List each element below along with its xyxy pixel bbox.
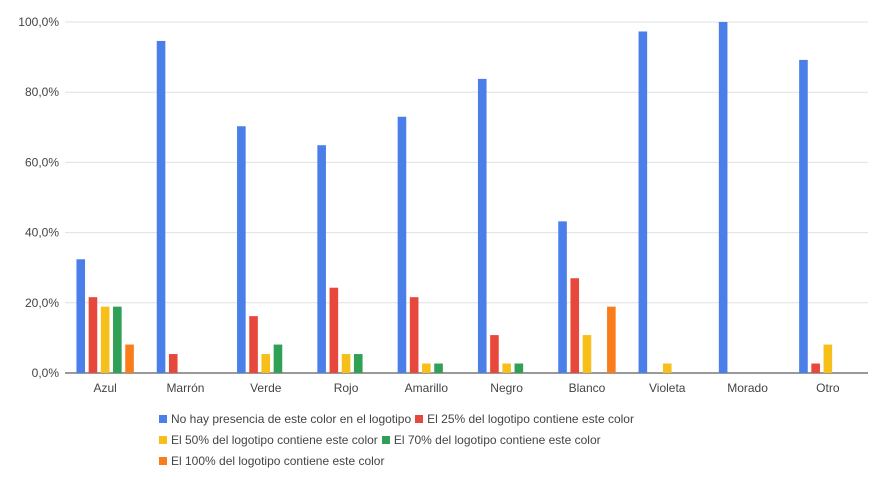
bar-verde-series-1 (237, 126, 246, 373)
bar-verde-series-2 (249, 316, 258, 373)
bar-chart: 0,0% 20,0% 40,0% 60,0% 80,0% 100,0% Azul Marrón… (18, 15, 868, 395)
bar-violeta-series-3 (662, 363, 672, 373)
bar-otro-series-3 (823, 344, 833, 373)
bar-otro-series-2 (811, 363, 820, 373)
bar-otro-series-1 (799, 59, 808, 374)
x-tick-label: Blanco (569, 381, 606, 395)
legend-swatch (415, 415, 424, 423)
bar-verde-series-4 (273, 344, 283, 373)
legend-row: El 100% del logotipo contiene este color (159, 454, 388, 468)
bar-negro-series-2 (490, 335, 499, 373)
bar-rojo-series-3 (341, 354, 351, 373)
legend-label: El 100% del logotipo contiene este color (171, 454, 385, 468)
legend-swatch (159, 436, 167, 444)
legend-label: El 25% del logotipo contiene este color (427, 412, 634, 426)
bar-blanco-series-1 (558, 221, 567, 373)
bar-rojo-series-2 (329, 287, 339, 373)
bar-amarillo-series-4 (434, 363, 443, 373)
legend-label: No hay presencia de este color en el log… (171, 412, 412, 426)
bar-violeta-series-1 (638, 31, 648, 374)
bar-rojo-series-4 (353, 354, 363, 373)
legend-row: No hay presencia de este color en el log… (159, 412, 638, 426)
y-tick-label: 0,0% (32, 366, 60, 380)
y-tick-label: 100,0% (18, 15, 59, 29)
bar-negro-series-4 (514, 363, 524, 373)
x-tick-label: Rojo (334, 381, 359, 395)
bar-azul-series-3 (100, 306, 110, 373)
legend-row: El 50% del logotipo contiene este color E… (159, 433, 605, 447)
x-tick-label: Azul (93, 381, 116, 395)
legend-item: No hay presencia de este color en el log… (159, 412, 411, 426)
bar-blanco-series-3 (582, 335, 592, 373)
bar-azul-series-2 (88, 297, 98, 373)
bar-amarillo-series-3 (422, 363, 431, 373)
x-tick-label: Negro (490, 381, 523, 395)
bar-negro-series-1 (477, 78, 487, 373)
legend-item: El 50% del logotipo contiene este color (159, 433, 378, 447)
legend-label: El 70% del logotipo contiene este color (393, 433, 601, 447)
bar-amarillo-series-1 (397, 116, 407, 374)
x-tick-label: Violeta (649, 381, 686, 395)
bar-azul-series-1 (76, 259, 86, 373)
x-tick-label: Verde (250, 381, 282, 395)
bar-blanco-series-5 (607, 306, 616, 373)
bar-marrón-series-2 (168, 354, 178, 373)
legend-item: El 25% del logotipo contiene este color (415, 412, 634, 426)
bar-blanco-series-2 (570, 278, 580, 373)
bar-morado-series-1 (718, 22, 728, 373)
bar-rojo-series-1 (317, 145, 326, 373)
bar-verde-series-3 (261, 354, 271, 373)
legend-swatch (381, 436, 390, 444)
bar-negro-series-3 (502, 363, 511, 373)
y-tick-label: 60,0% (25, 155, 59, 169)
bar-marrón-series-1 (156, 40, 166, 373)
x-tick-label: Otro (816, 381, 840, 395)
x-tick-label: Marrón (166, 381, 204, 395)
y-tick-label: 80,0% (25, 85, 59, 99)
x-tick-label: Morado (727, 381, 768, 395)
x-tick-label: Amarillo (405, 381, 449, 395)
legend-label: El 50% del logotipo contiene este color (171, 433, 378, 447)
y-tick-label: 20,0% (25, 296, 59, 310)
y-tick-label: 40,0% (25, 226, 59, 240)
bar-azul-series-5 (125, 344, 134, 373)
legend-swatch (159, 457, 167, 465)
bar-azul-series-4 (113, 306, 122, 373)
legend-item: El 100% del logotipo contiene este color (159, 454, 384, 468)
legend-swatch (159, 415, 167, 423)
legend-item: El 70% del logotipo contiene este color (381, 433, 601, 447)
bar-amarillo-series-2 (409, 297, 419, 373)
